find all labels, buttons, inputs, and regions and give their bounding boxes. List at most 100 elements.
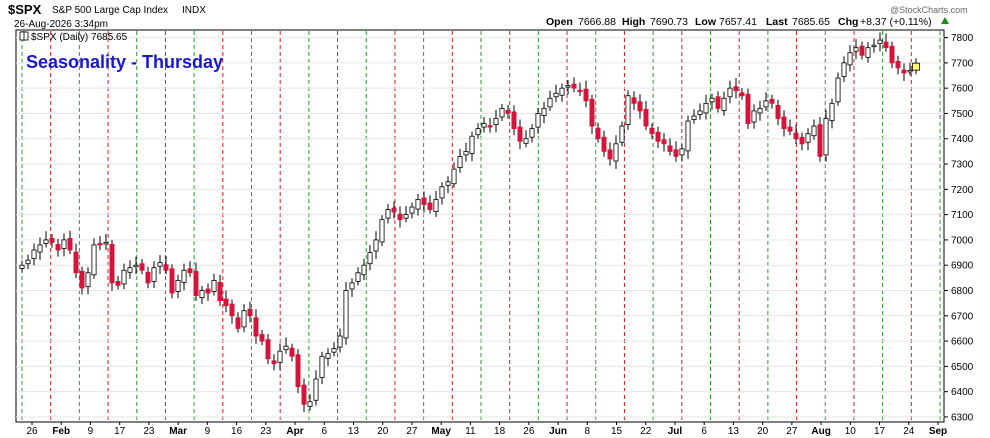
candle-body — [739, 92, 745, 97]
y-tick-label: 6800 — [951, 286, 974, 297]
candle-body — [427, 202, 433, 210]
candle-body — [205, 288, 211, 294]
symbol-title: $SPX — [8, 2, 42, 17]
x-tick-label: 24 — [903, 426, 915, 437]
candle-body — [697, 110, 703, 115]
candle-body — [307, 401, 313, 407]
x-tick-label: 9 — [205, 426, 211, 437]
x-tick-label: Feb — [52, 426, 70, 437]
x-tick-label: 13 — [348, 426, 360, 437]
gridlines — [16, 37, 944, 418]
candle-body — [823, 118, 829, 156]
symbol-exchange: INDX — [182, 5, 206, 16]
candle-body — [457, 156, 463, 168]
candle-body — [199, 290, 205, 298]
candle-body — [421, 197, 427, 205]
candle-body — [475, 128, 481, 136]
candle-body — [541, 108, 547, 116]
candle-body — [463, 150, 469, 156]
candle-body — [43, 239, 49, 244]
x-tick-label: Mar — [169, 426, 187, 437]
candle-body — [337, 335, 343, 348]
candle-body — [703, 102, 709, 114]
candles — [19, 32, 920, 413]
legend: $SPX (Daily) 7685.65 — [19, 31, 128, 43]
candle-body — [631, 97, 637, 104]
candle-body — [727, 87, 733, 98]
candle-body — [895, 60, 901, 69]
candle-body — [565, 85, 571, 88]
candle-body — [871, 44, 877, 48]
candle-body — [511, 111, 517, 130]
annotation-text: Seasonality - Thursday — [26, 52, 223, 72]
candle-body — [379, 219, 385, 243]
candle-body — [349, 282, 355, 290]
y-tick-label: 6700 — [951, 311, 974, 322]
seasonality-lines — [21, 31, 941, 421]
candle-body — [169, 268, 175, 294]
x-tick-label: 26 — [523, 426, 535, 437]
candle-body — [313, 378, 319, 401]
candle-body — [535, 113, 541, 128]
candle-body — [451, 168, 457, 185]
candle-body — [55, 244, 61, 251]
candle-body — [589, 98, 595, 127]
candle-body — [187, 268, 193, 274]
candle-body — [265, 339, 271, 360]
candle-body — [811, 125, 817, 137]
candle-body — [301, 384, 307, 405]
candle-body — [325, 353, 331, 359]
x-tick-label: 9 — [88, 426, 94, 437]
candle-body — [259, 334, 265, 342]
plot-frame — [15, 29, 945, 423]
candle-body — [877, 39, 883, 45]
candle-body — [181, 269, 187, 283]
candle-body — [595, 127, 601, 140]
chg-label: Chg — [838, 16, 858, 28]
y-tick-label: 7700 — [951, 58, 974, 69]
candle-body — [79, 270, 85, 289]
chg-up-icon — [941, 17, 949, 24]
candle-body — [373, 239, 379, 252]
candle-body — [193, 270, 199, 296]
candle-body — [25, 259, 31, 265]
candle-body — [151, 267, 157, 282]
candle-body — [391, 207, 397, 213]
candle-body — [505, 110, 511, 114]
x-tick-label: Jul — [668, 426, 683, 437]
candle-body — [793, 132, 799, 140]
candle-body — [223, 298, 229, 307]
candle-body — [277, 350, 283, 363]
candle-body — [769, 98, 775, 104]
high-label: High — [622, 16, 645, 28]
candle-body — [175, 279, 181, 292]
candle-body — [85, 272, 91, 287]
candle-body — [649, 127, 655, 135]
candle-body — [787, 126, 793, 132]
y-tick-label: 6500 — [951, 362, 974, 373]
candle-body — [439, 186, 445, 199]
y-tick-label: 7600 — [951, 84, 974, 95]
candle-body — [487, 125, 493, 128]
y-tick-label: 7800 — [951, 33, 974, 44]
candle-body — [763, 100, 769, 108]
open-label: Open — [546, 16, 573, 28]
candle-body — [559, 87, 565, 96]
x-tick-label: May — [431, 426, 451, 437]
low-value: 7657.41 — [719, 16, 757, 28]
candle-body — [433, 199, 439, 212]
y-tick-label: 6300 — [951, 412, 974, 423]
candle-body — [127, 267, 133, 273]
x-tick-label: 17 — [114, 426, 126, 437]
x-tick-label: Sep — [929, 426, 947, 437]
candle-body — [835, 77, 841, 103]
open-value: 7666.88 — [578, 16, 616, 28]
candle-body — [499, 108, 505, 118]
candle-body — [73, 251, 79, 274]
candle-body — [883, 41, 889, 49]
x-tick-label: Aug — [811, 426, 830, 437]
candle-body — [529, 128, 535, 138]
candle-body — [493, 118, 499, 125]
chg-value: +8.37 (+0.11%) — [860, 16, 932, 28]
last-candle-marker — [912, 62, 920, 71]
